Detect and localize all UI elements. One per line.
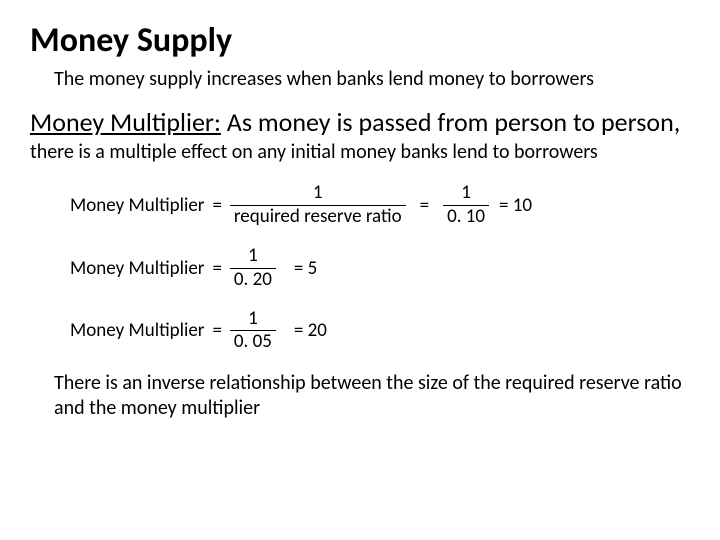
formula-label: Money Multiplier: [70, 194, 204, 217]
fraction-denominator: 0. 05: [230, 330, 276, 353]
fraction-3: 1 0. 05: [230, 309, 276, 354]
equals-sign: =: [212, 194, 221, 217]
fraction-1a: 1 required reserve ratio: [230, 183, 406, 228]
formula-result: = 5: [294, 257, 317, 280]
heading-rest: As money is passed from person to person…: [221, 106, 680, 138]
page-title: Money Supply: [30, 20, 690, 61]
formula-row-3: Money Multiplier = 1 0. 05 = 20: [70, 309, 690, 354]
section-continued-text: there is a multiple effect on any initia…: [30, 140, 690, 165]
fraction-numerator: 1: [244, 309, 262, 331]
conclusion-text: There is an inverse relationship between…: [54, 371, 690, 421]
formula-row-2: Money Multiplier = 1 0. 20 = 5: [70, 246, 690, 291]
fraction-denominator: 0. 10: [443, 205, 489, 228]
fraction-denominator: required reserve ratio: [230, 205, 406, 228]
formula-label: Money Multiplier: [70, 319, 204, 342]
section-heading: Money Multiplier: As money is passed fro…: [30, 106, 690, 138]
formula-result: = 20: [294, 319, 327, 342]
fraction-numerator: 1: [457, 183, 475, 205]
equals-sign: =: [420, 194, 429, 217]
formula-result: = 10: [499, 194, 532, 217]
fraction-2: 1 0. 20: [230, 246, 276, 291]
formula-row-1: Money Multiplier = 1 required reserve ra…: [70, 183, 690, 228]
fraction-1b: 1 0. 10: [443, 183, 489, 228]
fraction-denominator: 0. 20: [230, 268, 276, 291]
subtitle-text: The money supply increases when banks le…: [54, 67, 690, 92]
fraction-numerator: 1: [244, 246, 262, 268]
heading-underlined: Money Multiplier:: [30, 106, 221, 138]
equals-sign: =: [212, 319, 221, 342]
fraction-numerator: 1: [309, 183, 327, 205]
formula-label: Money Multiplier: [70, 257, 204, 280]
equals-sign: =: [212, 257, 221, 280]
